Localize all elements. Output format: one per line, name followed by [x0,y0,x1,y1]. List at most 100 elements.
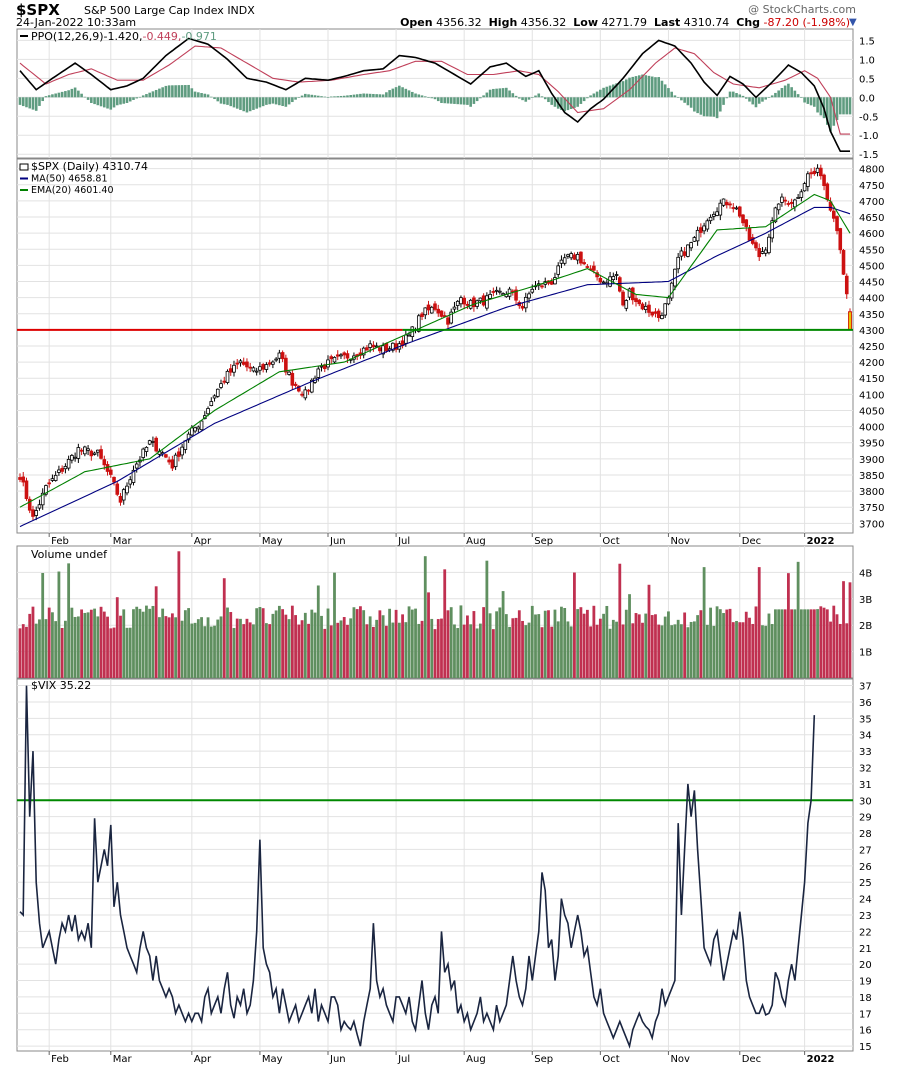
price-candle-body [556,265,561,275]
volume-bar [21,624,25,678]
price-candle-body [601,281,606,284]
price-candle-body [741,214,745,224]
vix-ytick-17: 20 [859,960,872,971]
vix-ytick-21: 16 [859,1026,872,1037]
ppo-histogram-bar [184,85,187,98]
volume-bar [294,615,297,678]
volume-ytick-1: 3B [859,595,872,606]
volume-bar [744,611,748,678]
price-candle-body [549,281,554,285]
volume-bar [161,608,165,678]
price-candle-body [459,297,463,305]
ppo-histogram-bar [712,97,716,117]
ppo-histogram-bar [128,97,132,102]
volume-bar [491,629,495,678]
price-candle-body [280,352,285,360]
volume-bar [423,556,427,678]
ppo-histogram-bar [414,93,417,98]
price-candle-body [825,183,830,200]
volume-bar [550,626,554,678]
ppo-histogram-bar [119,97,122,105]
price-candle-body [297,385,301,392]
ppo-histogram-bar [258,97,262,108]
price-xtick-10: Dec [742,536,761,547]
ppo-histogram-bar [673,95,677,98]
volume-bar [63,620,67,678]
price-candle-body [462,297,466,305]
price-candle-body [27,498,32,511]
price-candle-body [809,172,813,175]
price-candle-body [653,311,658,314]
ppo-histogram-bar [70,88,74,98]
ppo-histogram-bar [498,88,502,98]
price-ytick-7: 4450 [859,278,884,289]
high-value: 4356.32 [520,16,567,29]
ppo-histogram-bar [310,94,314,98]
price-candle-body [429,306,434,314]
ppo-histogram-bar [41,97,44,102]
price-candle-body [228,368,233,373]
ppo-histogram-bar [488,89,492,98]
volume-bar [303,612,307,678]
vix-xtick-6: Aug [466,1054,486,1065]
price-candle-body [50,478,55,481]
volume-bar [478,623,482,678]
ppo-histogram-bar [200,93,203,98]
volume-bar [268,624,272,678]
open-label: Open [400,16,433,29]
ppo-histogram-bar [615,83,618,98]
price-candle-body [592,265,596,271]
volume-bar [394,609,398,678]
ppo-histogram-bar [628,77,631,98]
price-candle-body [724,201,729,206]
ppo-histogram-bar [449,97,453,104]
volume-bar [183,610,187,678]
ppo-histogram-bar [167,85,171,98]
volume-bar [709,607,712,678]
ppo-histogram-bar [534,95,537,98]
volume-bar [193,622,197,678]
ppo-histogram-bar [689,97,693,108]
ppo-histogram-bar [80,93,83,98]
ppo-histogram-bar [274,97,278,105]
price-candle-body [494,289,499,292]
stockcharts-brand: @ StockCharts.com [748,3,856,16]
price-candle-body [669,282,674,299]
price-candle-body [796,197,800,199]
vix-ytick-1: 36 [859,698,872,709]
ppo-histogram-bar [336,96,340,98]
chart-menu-caret-icon[interactable]: ▼ [849,17,857,28]
price-candle-body [624,300,629,309]
price-candle-body [553,277,557,285]
volume-bar [245,618,249,678]
open-value: 4356.32 [436,16,482,29]
price-candle-body [332,356,337,363]
ppo-histogram-bar [333,96,336,98]
price-candle-body [131,469,136,483]
price-candle-body [190,427,194,436]
price-candle-body [498,290,502,293]
ppo-histogram-bar [96,97,100,106]
price-candle-body [222,380,227,383]
vix-line [19,685,816,1049]
volume-bar [748,617,751,678]
ppo-histogram-bar [436,97,440,102]
price-candle-body [679,250,684,257]
volume-bar [816,609,819,678]
volume-bar [83,612,87,678]
price-candle-body [118,495,123,503]
volume-bar [196,619,200,678]
ppo-histogram-bar [261,97,265,107]
ppo-histogram-bar [446,97,450,104]
volume-bar [553,609,557,678]
volume-bar [326,608,330,678]
volume-bar [320,615,323,678]
price-candle-body [750,237,755,244]
price-candle-body [705,220,710,230]
volume-bar [705,624,709,678]
volume-bar [203,626,207,678]
ppo-histogram-bar [398,85,401,98]
volume-bar [119,615,122,678]
ppo-histogram-bar [34,97,38,111]
volume-bar [547,610,550,678]
